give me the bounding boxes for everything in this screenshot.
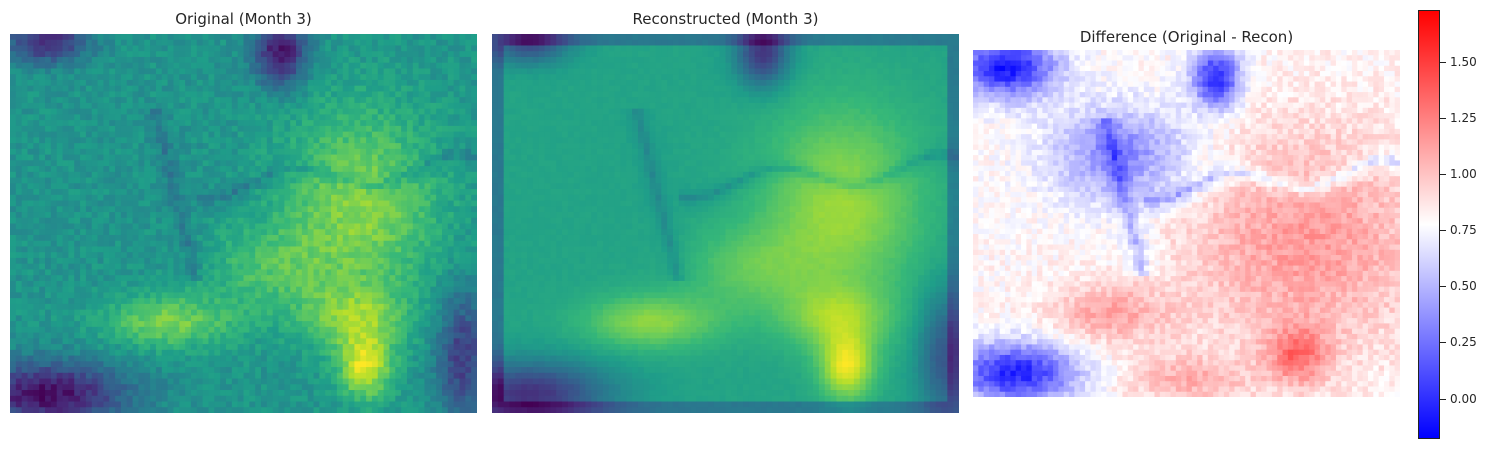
heatmap-reconstructed (492, 34, 959, 413)
colorbar-tick (1440, 230, 1446, 232)
colorbar-tick (1440, 398, 1446, 400)
colorbar-tick (1440, 342, 1446, 344)
colorbar-tick (1440, 286, 1446, 288)
panel-title-original: Original (Month 3) (175, 10, 312, 28)
panel-title-difference: Difference (Original - Recon) (1079, 28, 1294, 46)
colorbar-tick-label: 0.50 (1450, 279, 1477, 294)
colorbar-tick (1440, 61, 1446, 63)
colorbar (1418, 10, 1440, 439)
colorbar-tick-label: 0.75 (1450, 223, 1477, 238)
heatmap-original (10, 34, 477, 413)
colorbar-tick-label: 1.50 (1450, 54, 1477, 69)
colorbar-tick-label: 1.25 (1450, 110, 1477, 125)
colorbar-tick (1440, 117, 1446, 119)
colorbar-tick-label: 0.00 (1450, 391, 1477, 406)
colorbar-tick-label: 1.00 (1450, 166, 1477, 181)
heatmap-difference (973, 50, 1400, 397)
colorbar-tick-label: 0.25 (1450, 335, 1477, 350)
panel-title-reconstructed: Reconstructed (Month 3) (632, 10, 819, 28)
colorbar-tick (1440, 173, 1446, 175)
